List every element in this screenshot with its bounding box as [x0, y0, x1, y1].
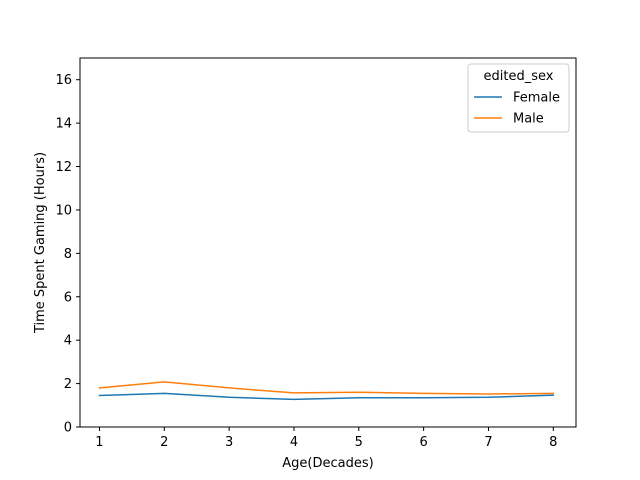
- x-tick-label: 1: [95, 435, 103, 450]
- series-line-female: [98, 392, 555, 401]
- y-tick-label: 6: [64, 290, 72, 305]
- x-tick-label: 8: [549, 435, 557, 450]
- y-axis-label: Time Spent Gaming (Hours): [33, 152, 48, 334]
- series-line-male: [98, 381, 555, 395]
- y-tick-label: 4: [64, 334, 72, 349]
- legend: edited_sex Female Male: [467, 63, 570, 133]
- x-tick-label: 4: [290, 435, 298, 450]
- y-axis: 0 2 4 6 8 10 12 14 16: [55, 73, 80, 436]
- legend-label-male: Male: [513, 112, 544, 127]
- x-tick-label: 6: [419, 435, 427, 450]
- y-tick-label: 10: [55, 203, 72, 218]
- x-tick-label: 5: [355, 435, 363, 450]
- legend-items: Female Male: [474, 91, 560, 127]
- legend-title: edited_sex: [484, 69, 554, 84]
- y-tick-label: 0: [64, 421, 72, 436]
- x-tick-label: 3: [225, 435, 233, 450]
- series-layer: [98, 381, 555, 401]
- plot-area-frame: [79, 57, 577, 428]
- y-tick-label: 2: [64, 377, 72, 392]
- legend-label-female: Female: [513, 91, 560, 106]
- y-tick-label: 16: [55, 73, 72, 88]
- x-tick-label: 2: [160, 435, 168, 450]
- x-tick-label: 7: [484, 435, 492, 450]
- x-axis: 1 2 3 4 5 6 7 8: [95, 427, 557, 450]
- y-tick-label: 12: [55, 160, 72, 175]
- y-tick-label: 14: [55, 117, 72, 132]
- x-axis-label: Age(Decades): [282, 456, 373, 471]
- y-tick-label: 8: [64, 247, 72, 262]
- legend-box: [467, 63, 570, 133]
